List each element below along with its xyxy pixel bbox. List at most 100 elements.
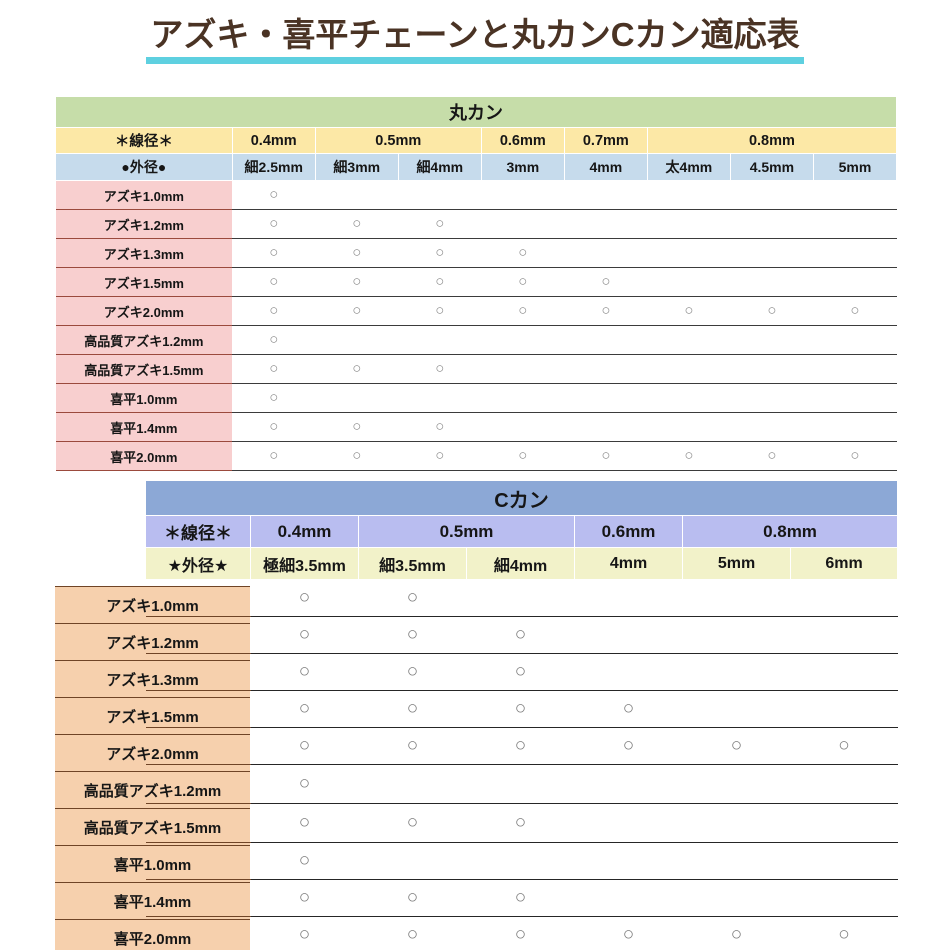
ckan-gauge-1: 0.5mm: [358, 515, 575, 548]
table-row: アズキ2.0mm ○ ○ ○ ○ ○ ○: [145, 727, 898, 765]
empty-cell: [564, 354, 648, 384]
circle-mark-icon: ○: [406, 661, 419, 682]
marukan-column-header: 3mm: [480, 153, 565, 181]
marukan-row-label: アズキ1.3mm: [55, 238, 233, 268]
marukan-column-header: 5mm: [812, 153, 898, 181]
marukan-gauge-1: 0.5mm: [314, 127, 482, 154]
compatible-mark-cell: ○: [647, 296, 731, 326]
compatible-mark-cell: ○: [564, 267, 648, 297]
circle-mark-icon: ○: [406, 812, 419, 833]
table-row: アズキ1.2mm ○ ○ ○: [55, 209, 897, 239]
circle-mark-icon: ○: [298, 924, 311, 945]
compatible-mark-cell: ○: [790, 727, 898, 765]
compatible-mark-cell: ○: [574, 727, 683, 765]
table-row: アズキ2.0mm ○ ○ ○ ○ ○ ○ ○ ○: [55, 296, 897, 326]
table-row: 高品質アズキ1.2mm ○: [55, 325, 897, 355]
empty-cell: [730, 209, 814, 239]
marukan-row-label: アズキ1.0mm: [55, 180, 233, 210]
empty-cell: [682, 803, 791, 843]
marukan-outer-row-label: ●外径●: [55, 153, 233, 181]
circle-mark-icon: ○: [435, 360, 445, 377]
empty-cell: [647, 383, 731, 413]
ckan-column-header: 細4mm: [466, 547, 575, 580]
circle-mark-icon: ○: [406, 587, 419, 608]
marukan-row-label: アズキ1.2mm: [55, 209, 233, 239]
empty-cell: [730, 180, 814, 210]
marukan-outer-row: ●外径● 細2.5mm 細3mm 細4mm 3mm 4mm 太4mm 4.5mm 5mm: [55, 153, 898, 181]
compatible-mark-cell: ○: [730, 441, 814, 471]
circle-mark-icon: ○: [352, 360, 362, 377]
circle-mark-icon: ○: [730, 735, 743, 756]
empty-cell: [315, 383, 399, 413]
compatible-mark-cell: ○: [398, 238, 482, 268]
empty-cell: [682, 879, 791, 917]
circle-mark-icon: ○: [435, 273, 445, 290]
compatible-mark-cell: ○: [250, 879, 359, 917]
empty-cell: [647, 238, 731, 268]
compatible-mark-cell: ○: [315, 354, 399, 384]
marukan-column-header: 細3mm: [314, 153, 399, 181]
empty-cell: [564, 238, 648, 268]
table-row: 喜平1.4mm ○ ○ ○: [145, 879, 898, 917]
compatible-mark-cell: ○: [358, 690, 467, 728]
empty-cell: [790, 879, 898, 917]
circle-mark-icon: ○: [269, 273, 279, 290]
compatible-mark-cell: ○: [481, 296, 565, 326]
ckan-compatibility-table: Cカン ＊線径＊ 0.4mm 0.5mm 0.6mm 0.8mm ★外径★ 極細3.5mm 細3…: [145, 480, 898, 950]
empty-cell: [790, 616, 898, 654]
empty-cell: [647, 412, 731, 442]
compatible-mark-cell: ○: [466, 803, 575, 843]
empty-cell: [813, 267, 897, 297]
compatible-mark-cell: ○: [466, 879, 575, 917]
empty-cell: [398, 180, 482, 210]
marukan-gauge-row: ＊線径＊ 0.4mm 0.5mm 0.6mm 0.7mm 0.8mm: [55, 127, 898, 154]
empty-cell: [574, 579, 683, 617]
circle-mark-icon: ○: [730, 924, 743, 945]
compatible-mark-cell: ○: [466, 690, 575, 728]
marukan-row-label: 高品質アズキ1.5mm: [55, 354, 233, 384]
empty-cell: [358, 842, 467, 880]
circle-mark-icon: ○: [435, 302, 445, 319]
empty-cell: [564, 209, 648, 239]
ckan-row-label: 喜平1.4mm: [145, 879, 251, 917]
compatible-mark-cell: ○: [232, 383, 316, 413]
marukan-row-label: アズキ2.0mm: [55, 296, 233, 326]
empty-cell: [481, 325, 565, 355]
empty-cell: [398, 383, 482, 413]
circle-mark-icon: ○: [514, 698, 527, 719]
table-row: 喜平1.0mm ○: [145, 842, 898, 880]
compatible-mark-cell: ○: [481, 441, 565, 471]
table-row: アズキ1.0mm ○: [55, 180, 897, 210]
ckan-heading-cell: Cカン: [145, 480, 898, 516]
empty-cell: [682, 842, 791, 880]
circle-mark-icon: ○: [518, 244, 528, 261]
compatible-mark-cell: ○: [682, 727, 791, 765]
ckan-row-label: アズキ1.2mm: [145, 616, 251, 654]
compatible-mark-cell: ○: [466, 916, 575, 950]
compatible-mark-cell: ○: [398, 267, 482, 297]
circle-mark-icon: ○: [298, 850, 311, 871]
circle-mark-icon: ○: [269, 389, 279, 406]
compatible-mark-cell: ○: [682, 916, 791, 950]
compatible-mark-cell: ○: [232, 412, 316, 442]
empty-cell: [730, 412, 814, 442]
circle-mark-icon: ○: [684, 447, 694, 464]
compatible-mark-cell: ○: [315, 238, 399, 268]
ckan-heading-row: Cカン: [145, 480, 898, 516]
marukan-row-label: アズキ1.5mm: [55, 267, 233, 297]
circle-mark-icon: ○: [435, 244, 445, 261]
ckan-row-label: アズキ1.5mm: [145, 690, 251, 728]
compatible-mark-cell: ○: [250, 916, 359, 950]
circle-mark-icon: ○: [518, 302, 528, 319]
table-row: 喜平1.0mm ○: [55, 383, 897, 413]
compatible-mark-cell: ○: [315, 209, 399, 239]
compatible-mark-cell: ○: [574, 690, 683, 728]
circle-mark-icon: ○: [298, 698, 311, 719]
circle-mark-icon: ○: [406, 887, 419, 908]
circle-mark-icon: ○: [406, 624, 419, 645]
circle-mark-icon: ○: [514, 812, 527, 833]
empty-cell: [647, 267, 731, 297]
ckan-gauge-row: ＊線径＊ 0.4mm 0.5mm 0.6mm 0.8mm: [145, 515, 898, 548]
circle-mark-icon: ○: [298, 773, 311, 794]
compatible-mark-cell: ○: [250, 764, 359, 804]
